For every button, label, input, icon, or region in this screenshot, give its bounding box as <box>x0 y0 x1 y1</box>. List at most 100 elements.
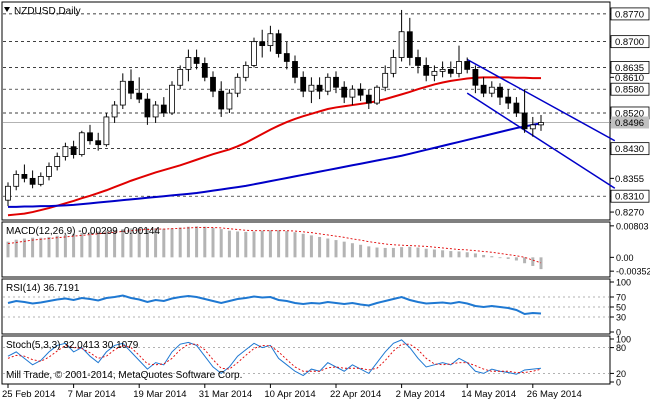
macd-bar <box>22 238 26 258</box>
candle <box>5 182 11 207</box>
candle <box>283 41 290 70</box>
candle <box>136 77 143 104</box>
candle-body <box>119 80 126 106</box>
macd-bar <box>326 238 330 258</box>
macd-bar <box>334 240 338 258</box>
candle-body <box>398 31 405 58</box>
candle-body <box>37 175 44 185</box>
macd-axis: 0.00803 0.00 -0.00352 <box>610 221 650 277</box>
candle-body <box>349 88 356 98</box>
candle <box>226 89 233 113</box>
macd-bar <box>236 231 240 258</box>
macd-bar <box>47 236 51 258</box>
time-tick-label-7: 14 May 2014 <box>461 389 516 400</box>
candle <box>87 124 93 145</box>
moving-averages <box>7 76 542 217</box>
price-tick-label-7: 0.8430 <box>615 144 644 155</box>
macd-bar <box>482 254 486 258</box>
current-price-label-bg <box>611 116 649 129</box>
candle-body <box>128 80 134 94</box>
candle <box>46 162 52 181</box>
stoch-signal-line <box>7 343 542 373</box>
candle-body <box>78 132 85 155</box>
candle-body <box>505 96 512 104</box>
candle-body <box>374 86 380 104</box>
price-label-box-7 <box>610 142 650 156</box>
candle-body <box>283 53 290 62</box>
stoch-levels <box>3 347 609 374</box>
macd-bar <box>88 232 92 258</box>
candle <box>70 140 77 159</box>
macd-bar <box>473 253 477 258</box>
candle-body <box>316 84 323 92</box>
candle-body <box>431 70 438 76</box>
chart-title: NZDUSD,Daily <box>14 6 81 17</box>
candle-body <box>70 146 77 155</box>
macd-bar <box>170 228 174 258</box>
candle <box>259 29 266 58</box>
rsi-tick-label-1: 70 <box>616 293 626 303</box>
candle-body <box>193 57 200 64</box>
candle-body <box>234 76 241 94</box>
candle <box>267 25 274 52</box>
candle <box>21 164 28 183</box>
candle-body <box>456 61 462 74</box>
candle-body <box>111 104 118 118</box>
candle <box>185 49 192 82</box>
candle <box>193 49 200 70</box>
candle <box>119 73 126 110</box>
macd-bar <box>277 230 281 258</box>
candle <box>95 132 102 151</box>
macd-bar <box>129 228 133 258</box>
candle-body <box>472 68 479 86</box>
candle <box>62 142 69 161</box>
macd-bar <box>252 231 256 258</box>
macd-bar <box>31 237 35 258</box>
candle-body <box>447 68 454 74</box>
candle-body <box>169 84 175 114</box>
candle <box>349 85 356 106</box>
macd-bar <box>285 231 289 258</box>
candle-body <box>21 174 28 179</box>
candle <box>251 37 257 68</box>
macd-bar <box>342 241 346 258</box>
candle <box>152 101 159 123</box>
candle-body <box>259 41 266 47</box>
stoch-panel-frame <box>1 335 611 385</box>
macd-panel-frame <box>1 221 611 278</box>
candle <box>218 81 225 117</box>
macd-bar <box>227 230 231 258</box>
ma-fast-red-line <box>7 76 541 217</box>
price-tick-label-10: 0.8270 <box>615 208 644 219</box>
candle <box>497 83 503 106</box>
macd-bar <box>408 246 412 258</box>
macd-bar <box>424 248 428 258</box>
candle <box>316 77 323 100</box>
macd-bar <box>293 232 297 258</box>
macd-bar <box>432 249 436 258</box>
copyright-text: Mill Trade, © 2001-2014, MetaQuotes Soft… <box>6 370 242 381</box>
macd-bar <box>260 230 264 258</box>
macd-bar <box>383 247 387 258</box>
candle-body <box>95 140 102 146</box>
price-tick-label-0: 0.8770 <box>615 9 644 20</box>
time-tick-label-4: 10 Apr 2014 <box>264 389 315 400</box>
candle <box>439 61 446 78</box>
stoch-tick-label-1: 80 <box>616 343 626 353</box>
title-dropdown-icon[interactable] <box>4 7 10 12</box>
candle-body <box>415 57 421 66</box>
candle <box>160 97 167 117</box>
price-label-box-0 <box>610 7 650 21</box>
candle <box>464 57 471 74</box>
candle <box>210 71 216 98</box>
macd-bar <box>506 257 510 259</box>
candle-body <box>13 174 20 187</box>
macd-bar <box>113 229 117 258</box>
candle-body <box>210 76 216 92</box>
candle <box>234 73 241 98</box>
macd-bar <box>80 233 84 258</box>
candle-body <box>185 57 192 70</box>
macd-bar <box>375 247 379 258</box>
